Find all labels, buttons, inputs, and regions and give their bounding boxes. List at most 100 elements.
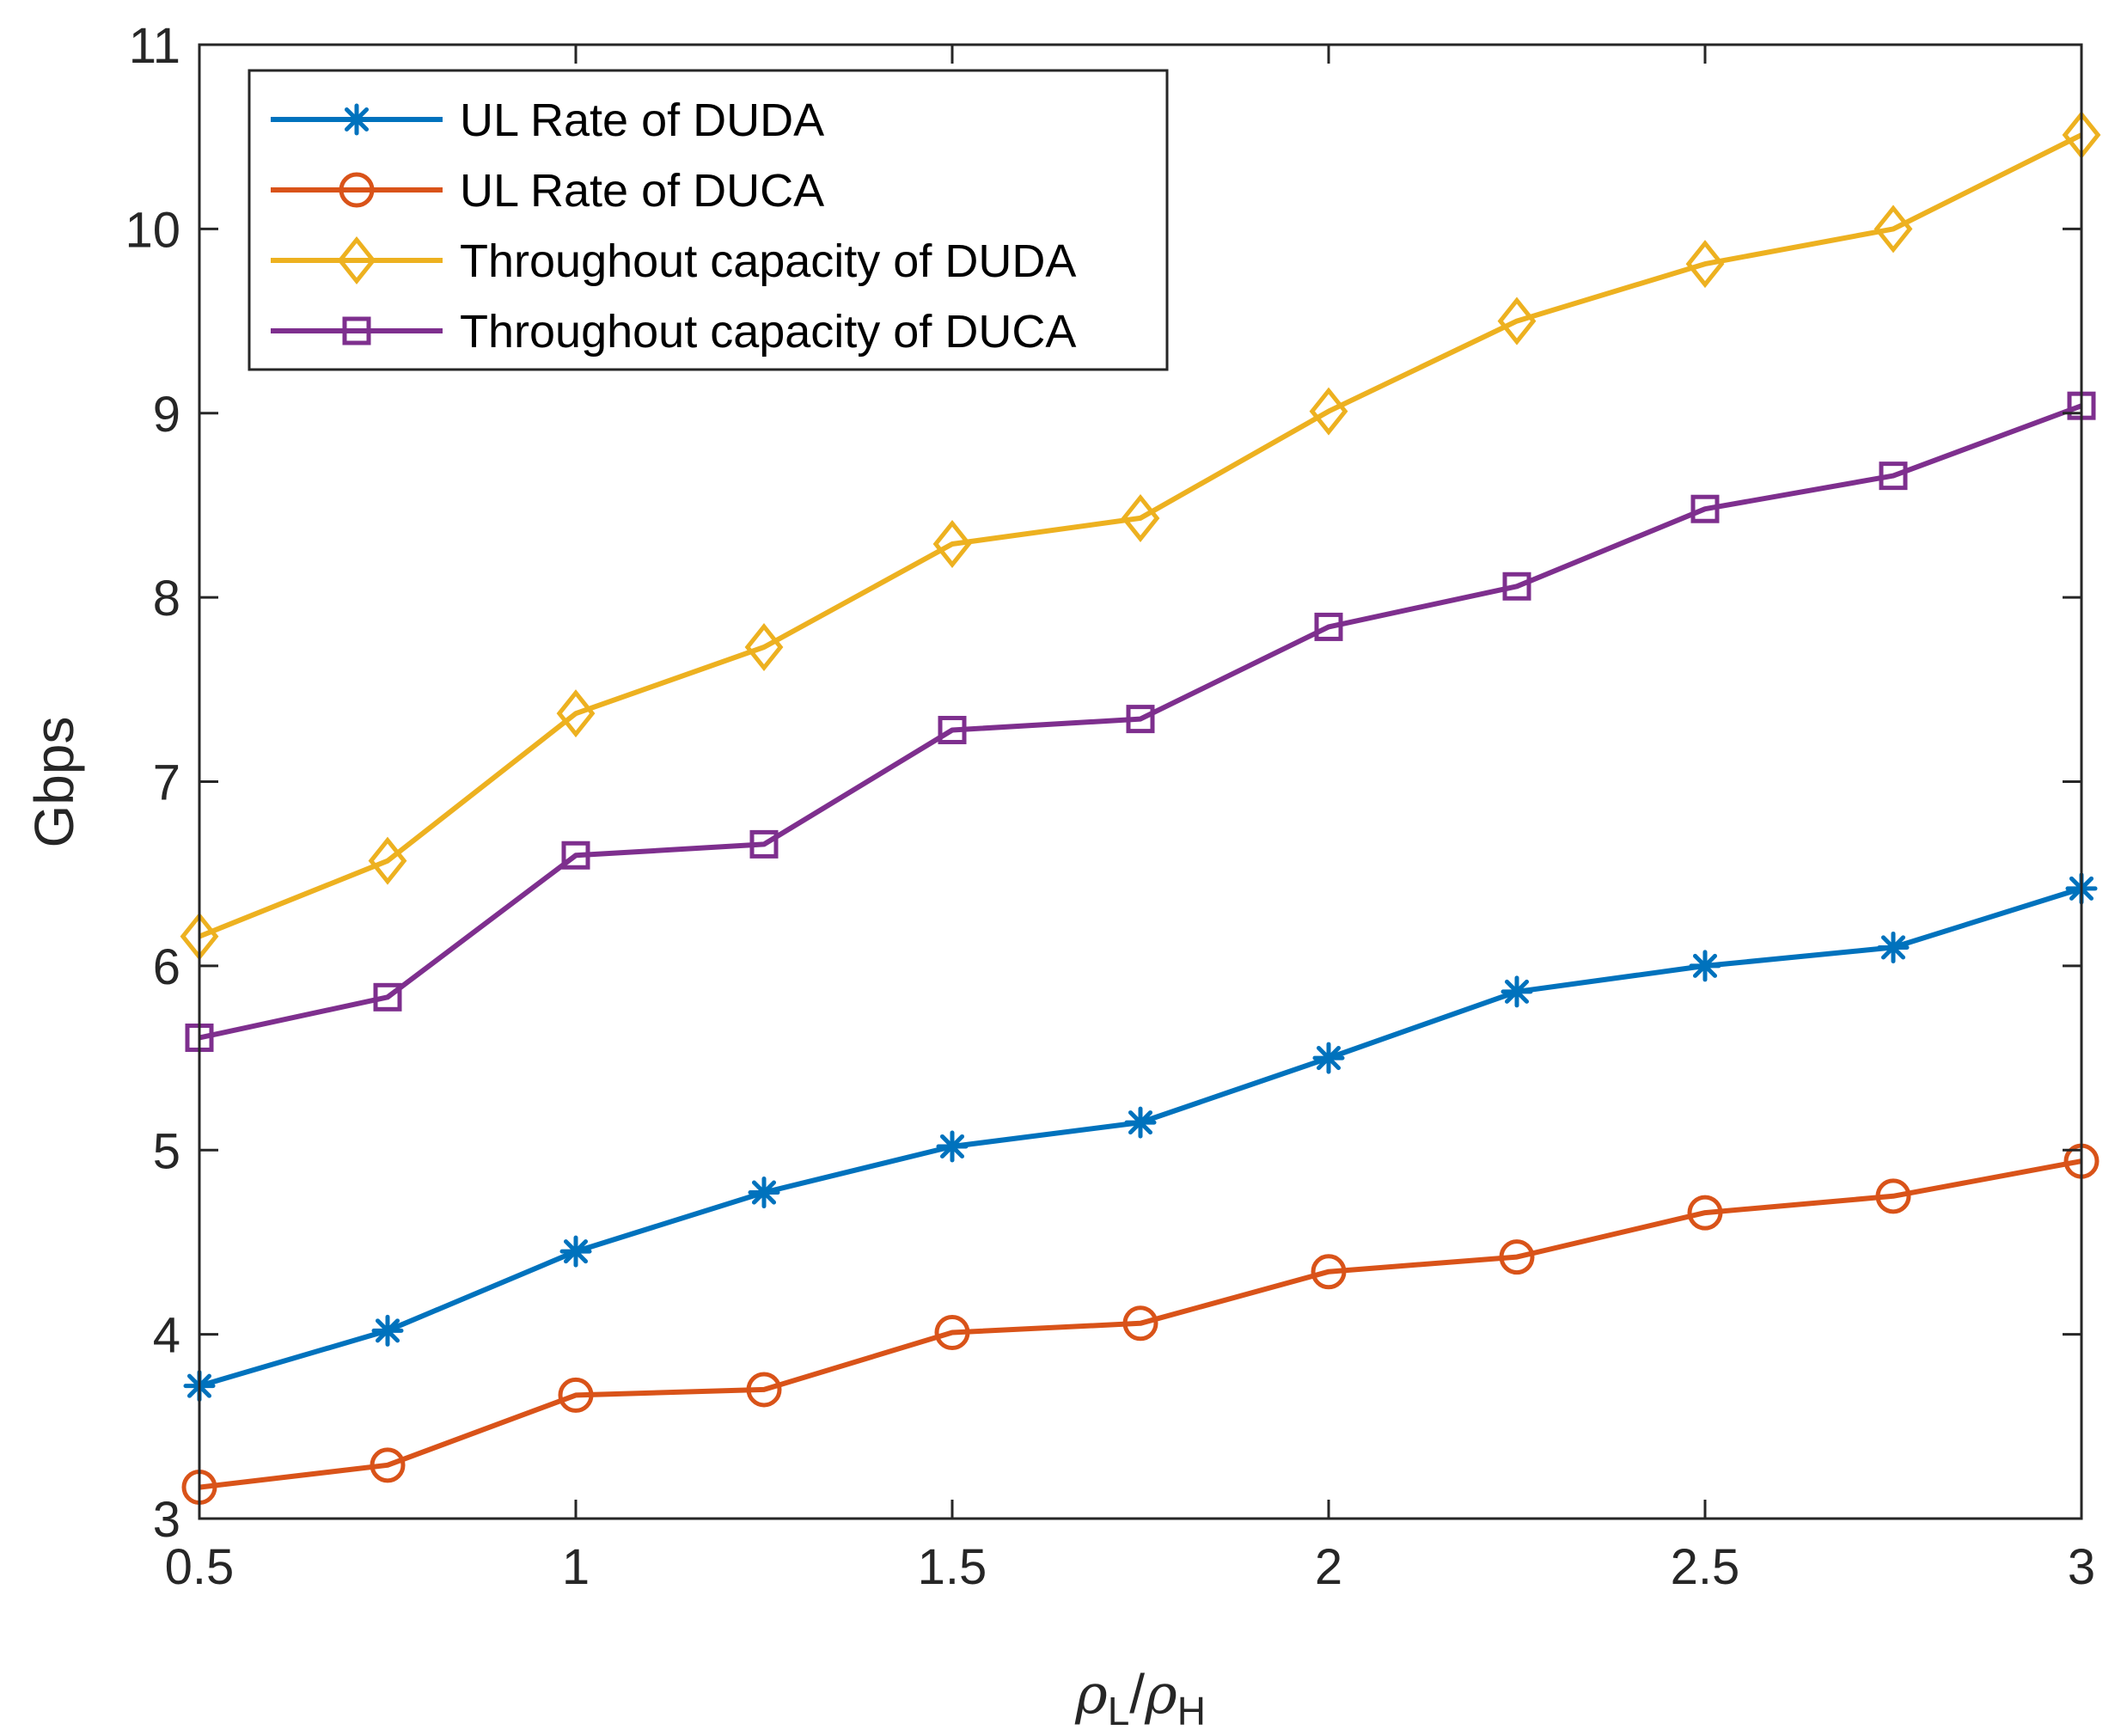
x-axis-label: ρL/ρH [1074,1663,1206,1733]
series-2-point-7 [1497,296,1537,345]
x-axis-label-sub-2: H [1177,1689,1206,1733]
series-3-point-5-shape [1126,705,1155,734]
series-1-point-4 [934,1314,970,1350]
series-3-point-8 [1690,494,1720,523]
series-3-point-2-shape [561,840,590,870]
series-1-point-5 [1122,1305,1158,1342]
legend-entry-3: Throughout capacity of DUCA [271,306,1076,358]
legend-label-0: UL Rate of DUDA [460,95,824,146]
series-3-point-6-shape [1314,612,1343,641]
series-layer [180,111,2101,1506]
series-2-point-8 [1685,240,1725,289]
legend: UL Rate of DUDA UL Rate of DUCA Throughout… [248,69,1169,371]
series-1-point-7-shape [1499,1239,1535,1275]
series-2-point-9-shape [1873,205,1913,254]
series-0-point-2-stroke-3 [563,1239,589,1264]
legend-label-2: Throughout capacity of DUDA [460,235,1076,287]
y-tick-label-5: 8 [153,571,180,627]
legend-label-3: Throughout capacity of DUCA [460,306,1076,358]
series-0-point-2 [559,1235,592,1268]
series-2-point-6 [1309,387,1348,436]
series-1-point-8 [1687,1195,1723,1231]
series-3-point-6 [1314,612,1343,641]
y-tick-label-6: 9 [153,387,180,443]
series-2-point-2-shape [556,689,596,738]
series-0-point-4 [936,1130,969,1163]
series-3-point-9-shape [1879,462,1908,491]
x-axis-label-slash: / [1129,1663,1145,1725]
y-tick-label-7: 10 [125,202,180,258]
series-0-point-5 [1124,1106,1157,1139]
series-0-point-9 [1877,931,1910,963]
series-1-point-6 [1311,1254,1347,1290]
x-tick-label-1: 1 [562,1539,590,1595]
series-1-point-9-shape [1875,1178,1911,1214]
x-tick-label-0: 0.5 [165,1539,235,1595]
legend-marker-1-shape [339,172,375,208]
series-3-point-5 [1126,705,1155,734]
series-1-point-8-shape [1687,1195,1723,1231]
series-3-point-7-shape [1502,572,1531,601]
series-2-point-8-shape [1685,240,1725,289]
series-2-point-6-shape [1309,387,1348,436]
x-axis-label-rho-1: ρ [1074,1663,1108,1727]
series-2-point-5-shape [1121,493,1160,542]
series-0-point-1-stroke-3 [375,1318,400,1343]
series-2-point-9 [1873,205,1913,254]
y-tick-label-8: 11 [129,18,180,74]
series-3-point-4-shape [938,715,967,744]
y-axis-label: Gbps [23,717,85,848]
y-tick-label-4: 7 [153,755,180,811]
series-1-point-5-shape [1122,1305,1158,1342]
series-3-point-4 [938,715,967,744]
series-3-point-2 [561,840,590,870]
series-1-point-6-shape [1311,1254,1347,1290]
series-3-line [199,403,2083,1041]
x-tick-label-5: 3 [2068,1539,2095,1595]
series-2-point-1 [368,836,407,885]
series-0-point-9-stroke-3 [1880,935,1906,960]
legend-marker-3 [342,316,371,345]
x-axis-label-sub-1: L [1108,1689,1130,1733]
legend-marker-2-shape [337,235,376,285]
series-1-point-4-shape [934,1314,970,1350]
series-1-point-1-shape [370,1447,406,1483]
series-1 [181,1143,2100,1506]
x-tick-label-4: 2.5 [1671,1539,1740,1595]
y-tick-label-0: 3 [153,1492,180,1548]
y-tick-label-2: 5 [153,1123,180,1179]
series-0-point-3 [748,1177,780,1209]
series-0-point-8-stroke-3 [1692,953,1718,978]
series-1-point-2-shape [558,1377,594,1413]
legend-marker-3-shape [342,316,371,345]
series-2-point-5 [1121,493,1160,542]
series-1-point-3-shape [746,1372,782,1408]
x-tick-label-3: 2 [1315,1539,1342,1595]
legend-entry-1: UL Rate of DUCA [271,165,824,217]
x-tick-label-2: 1.5 [918,1539,987,1595]
series-2-point-4 [932,519,972,568]
series-3 [185,391,2096,1052]
series-3-point-8-shape [1690,494,1720,523]
y-tick-label-3: 6 [153,939,180,995]
series-0-point-6-stroke-3 [1316,1046,1342,1071]
series-3-point-9 [1879,462,1908,491]
series-3-point-1 [373,982,402,1012]
series-3-point-3-shape [749,829,779,859]
series-2-point-7-shape [1497,296,1537,345]
legend-entries: UL Rate of DUDA UL Rate of DUCA Throughout… [271,95,1076,358]
legend-marker-0-stroke-3 [344,107,370,132]
series-0-point-5-stroke-3 [1128,1110,1153,1135]
series-1-point-2 [558,1377,594,1413]
series-2-point-3 [744,623,784,672]
series-0-point-7-stroke-3 [1504,979,1530,1004]
series-3-point-1-shape [373,982,402,1012]
legend-marker-2 [337,235,376,285]
y-tick-label-1: 4 [153,1308,180,1364]
series-2-point-1-shape [368,836,407,885]
legend-entry-2: Throughout capacity of DUDA [271,235,1076,287]
series-2-point-2 [556,689,596,738]
series-2-line [198,132,2083,939]
legend-entry-0: UL Rate of DUDA [271,95,824,146]
